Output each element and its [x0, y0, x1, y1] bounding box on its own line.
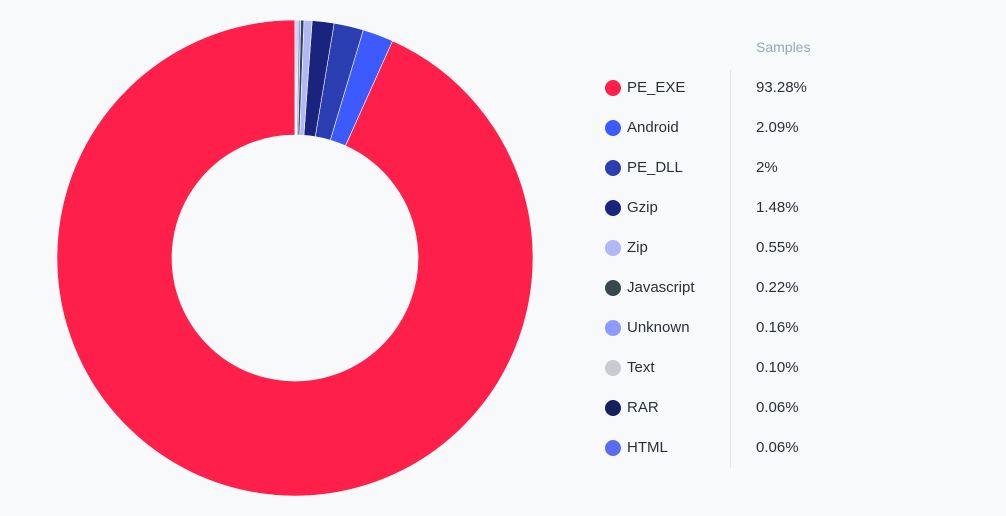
legend-item-pe-exe[interactable]: PE_EXE 93.28% [596, 68, 836, 108]
legend-dot-javascript [605, 280, 621, 296]
legend-dot-rar [605, 400, 621, 416]
legend-item-html[interactable]: HTML 0.06% [596, 428, 836, 468]
legend-dot-pe-exe [605, 80, 621, 96]
legend-label-unknown: Unknown [627, 319, 690, 336]
legend-label-pe-exe: PE_EXE [627, 79, 686, 96]
legend-label-pe-dll: PE_DLL [627, 159, 683, 176]
legend-dot-text [605, 360, 621, 376]
legend-label-android: Android [627, 119, 679, 136]
legend-label-text: Text [627, 359, 655, 376]
legend-value-text: 0.10% [756, 359, 799, 376]
legend-item-gzip[interactable]: Gzip 1.48% [596, 188, 836, 228]
legend-header: Samples [756, 39, 811, 55]
legend-value-pe-exe: 93.28% [756, 79, 807, 96]
legend-value-pe-dll: 2% [756, 159, 778, 176]
legend-dot-html [605, 440, 621, 456]
legend-item-javascript[interactable]: Javascript 0.22% [596, 268, 836, 308]
legend-value-android: 2.09% [756, 119, 799, 136]
legend-value-gzip: 1.48% [756, 199, 799, 216]
legend-item-android[interactable]: Android 2.09% [596, 108, 836, 148]
legend-dot-android [605, 120, 621, 136]
slice-pe-exe[interactable] [56, 19, 534, 497]
legend-dot-zip [605, 240, 621, 256]
legend-value-html: 0.06% [756, 439, 799, 456]
legend-item-text[interactable]: Text 0.10% [596, 348, 836, 388]
legend-value-javascript: 0.22% [756, 279, 799, 296]
legend-label-javascript: Javascript [627, 279, 695, 296]
legend-item-zip[interactable]: Zip 0.55% [596, 228, 836, 268]
legend-dot-unknown [605, 320, 621, 336]
legend-label-gzip: Gzip [627, 199, 658, 216]
legend-dot-gzip [605, 200, 621, 216]
legend-label-rar: RAR [627, 399, 659, 416]
legend-value-unknown: 0.16% [756, 319, 799, 336]
slice-html[interactable] [294, 19, 297, 136]
legend-rows: PE_EXE 93.28% Android 2.09% PE_DLL 2% Gzip 1.48… [596, 68, 836, 468]
legend-dot-pe-dll [605, 160, 621, 176]
legend-value-rar: 0.06% [756, 399, 799, 416]
legend-item-unknown[interactable]: Unknown 0.16% [596, 308, 836, 348]
legend-divider [730, 70, 731, 468]
legend-label-zip: Zip [627, 239, 648, 256]
legend-item-rar[interactable]: RAR 0.06% [596, 388, 836, 428]
legend-item-pe-dll[interactable]: PE_DLL 2% [596, 148, 836, 188]
legend-label-html: HTML [627, 439, 668, 456]
legend-value-zip: 0.55% [756, 239, 799, 256]
